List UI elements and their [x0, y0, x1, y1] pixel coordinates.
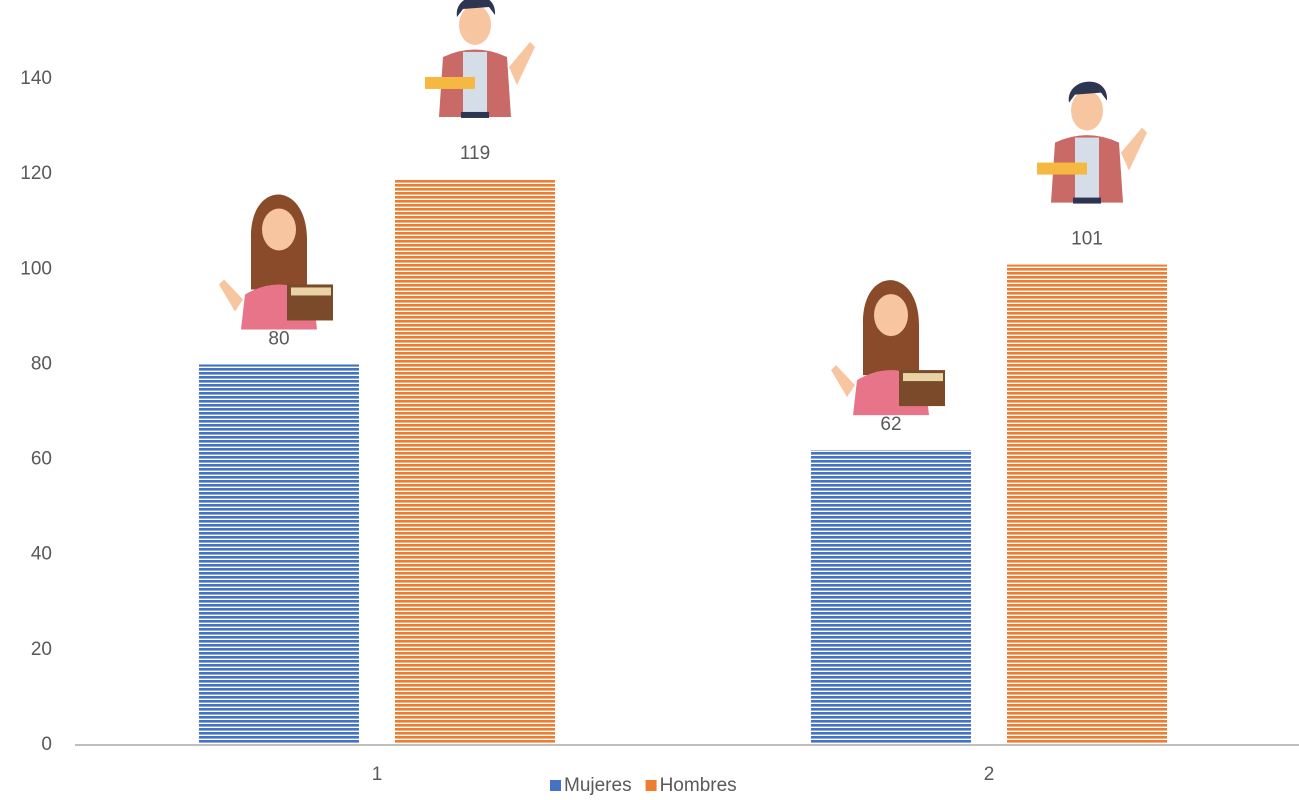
- x-tick-label: 2: [984, 764, 995, 785]
- face: [874, 294, 908, 337]
- bar: [1007, 264, 1167, 745]
- man-icon: [425, 0, 535, 118]
- legend-label: Mujeres: [564, 775, 632, 796]
- data-label: 101: [1071, 229, 1103, 250]
- legend-label: Hombres: [660, 775, 737, 796]
- bar: [199, 364, 359, 745]
- legend-swatch: [645, 780, 657, 791]
- x-tick-label: 1: [372, 764, 383, 785]
- data-label: 62: [880, 414, 901, 435]
- y-tick-label: 140: [20, 68, 52, 89]
- face: [1071, 90, 1103, 131]
- y-tick-label: 60: [31, 449, 52, 470]
- hair: [1068, 81, 1108, 103]
- arm: [831, 365, 855, 398]
- y-tick-label: 100: [20, 258, 52, 279]
- book-page: [291, 287, 331, 296]
- y-tick-label: 80: [31, 353, 52, 374]
- bar: [395, 178, 555, 745]
- bar: [811, 450, 971, 745]
- arm: [1121, 127, 1147, 171]
- y-tick-label: 120: [20, 163, 52, 184]
- woman-icon: [219, 194, 333, 330]
- legend-swatch: [550, 780, 561, 791]
- woman-icon: [831, 280, 945, 416]
- belt: [461, 111, 489, 118]
- data-label: 80: [268, 328, 289, 349]
- data-label: 119: [460, 143, 490, 164]
- y-tick-label: 40: [31, 544, 52, 565]
- book: [425, 76, 475, 89]
- book-page: [903, 373, 943, 382]
- hair: [456, 0, 496, 17]
- arm: [219, 279, 243, 312]
- face: [459, 4, 491, 45]
- y-tick-label: 20: [31, 639, 52, 660]
- man-icon: [1037, 81, 1147, 204]
- belt: [1073, 197, 1101, 204]
- arm: [509, 41, 535, 85]
- face: [262, 208, 296, 251]
- y-tick-label: 0: [41, 734, 52, 755]
- book: [1037, 162, 1087, 175]
